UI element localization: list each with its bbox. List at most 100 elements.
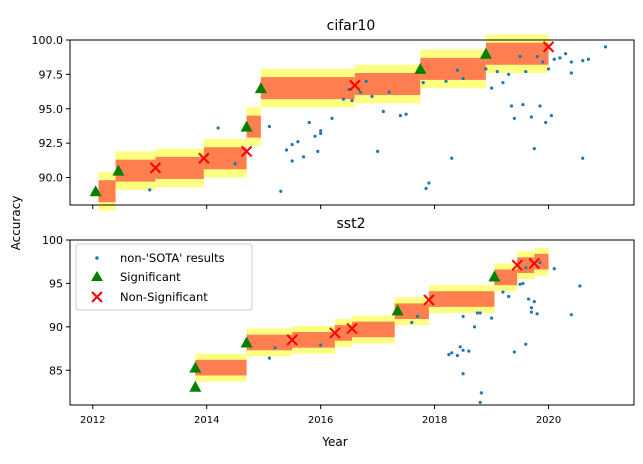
cifar10-non-sota-point-58: [581, 156, 585, 160]
cifar10-non-sota-point-37: [501, 81, 505, 85]
sst2-non-sota-point-14: [475, 311, 479, 315]
cifar10-y-tick-label-4: 100.0: [32, 34, 64, 47]
cifar10-y-tick-label-2: 95.0: [39, 103, 64, 116]
sst2-non-sota-point-23: [521, 281, 525, 286]
cifar10-non-significant-marker-2: [240, 145, 253, 158]
sst2-non-sota-point-30: [535, 312, 539, 316]
sst2-non-sota-point-13: [472, 325, 477, 329]
cifar10-non-sota-point-41: [518, 54, 522, 59]
cifar10-non-significant-marker-1: [198, 152, 210, 164]
cifar10-non-sota-point-14: [319, 129, 323, 133]
cifar10-non-sota-point-40: [512, 116, 516, 120]
cifar10-significant-markers: [89, 47, 492, 197]
sst2-band-inner-3: [334, 325, 352, 341]
sst2-x-ticks: 2012 2014 2016 2018 2020: [80, 405, 561, 426]
cifar10-non-sota-point-0: [148, 188, 152, 192]
cifar10-significant-marker-4: [414, 62, 427, 74]
cifar10-non-sota-point-31: [450, 156, 454, 160]
cifar10-non-sota-point-36: [495, 70, 499, 74]
cifar10-non-sota-point-25: [398, 114, 403, 118]
cifar10-non-sota-point-5: [284, 148, 289, 152]
sst2-non-sota-point-8: [458, 345, 462, 349]
cifar10-non-sota-point-57: [581, 59, 585, 63]
cifar10-significant-marker-3: [254, 82, 267, 94]
sst2-significant-marker-0: [189, 361, 202, 373]
cifar10-non-sota-point-2: [233, 162, 237, 166]
cifar10-non-sota-point-56: [569, 71, 573, 75]
sst2-non-sota-point-27: [529, 306, 534, 310]
cifar10-non-sota-point-9: [301, 155, 306, 159]
sst2-band-inner-1: [246, 334, 293, 351]
cifar10-significant-marker-1: [112, 164, 125, 176]
sst2-non-significant-marker-1: [329, 327, 341, 339]
sst2-non-sota-point-6: [450, 351, 454, 355]
cifar10-band-inner-8: [485, 42, 549, 65]
sst2-non-sota-point-4: [415, 314, 420, 319]
cifar10-non-sota-point-48: [541, 60, 545, 64]
cifar10-non-sota-point-7: [290, 142, 294, 147]
legend-cross-marker: [91, 291, 103, 303]
sst2-non-sota-point-16: [478, 400, 482, 404]
sst2-non-sota-point-9: [461, 348, 465, 352]
sst2-non-sota-point-12: [467, 349, 471, 353]
cifar10-non-sota-point-45: [532, 147, 536, 151]
cifar10-non-sota-point-43: [524, 70, 528, 74]
cifar10-non-significant-markers: [149, 41, 555, 174]
x-axis-title: Year: [321, 435, 347, 449]
sst2-non-sota-point-2: [319, 343, 323, 347]
cifar10-non-sota-point-3: [267, 125, 271, 129]
cifar10-axes-frame: [69, 39, 635, 206]
cifar10-significant-marker-2: [240, 120, 253, 132]
legend: non-'SOTA' results Significant Non-Signi…: [75, 243, 253, 311]
sst2-non-sota-point-11: [461, 314, 465, 319]
cifar10-non-sota-point-23: [381, 109, 385, 114]
sst2-non-sota-point-15: [478, 311, 482, 315]
legend-dot-marker: [95, 256, 99, 260]
sst2-non-sota-point-20: [507, 294, 511, 299]
sst2-significant-marker-3: [391, 304, 404, 316]
cifar10-non-sota-point-6: [290, 159, 294, 163]
sst2-non-significant-marker-4: [511, 259, 523, 271]
sst2-non-sota-point-1: [273, 346, 277, 350]
cifar10-non-sota-points: [148, 45, 608, 193]
sst2-non-sota-point-29: [532, 300, 536, 304]
sst2-non-sota-point-32: [552, 267, 556, 271]
cifar10-non-sota-point-26: [404, 112, 408, 116]
cifar10-non-sota-point-51: [549, 114, 553, 118]
cifar10-non-sota-point-19: [358, 90, 363, 94]
cifar10-significant-marker-0: [89, 185, 102, 197]
cifar10-non-sota-point-16: [341, 97, 346, 101]
cifar10-non-sota-point-34: [484, 67, 488, 71]
cifar10-y-tick-label-0: 90.0: [39, 172, 64, 185]
sst2-non-sota-point-22: [518, 282, 522, 286]
sst2-non-sota-point-31: [538, 260, 542, 265]
cifar10-non-sota-point-1: [216, 126, 220, 130]
sst2-non-significant-marker-0: [286, 334, 298, 346]
sst2-non-sota-point-24: [524, 342, 528, 346]
sst2-band-inner-0: [195, 359, 247, 376]
legend-box: [75, 243, 253, 311]
sst2-y-tick-label-2: 95: [49, 277, 63, 290]
cifar10-non-sota-point-33: [461, 76, 465, 81]
cifar10-band-inner-0: [98, 180, 116, 203]
cifar10-non-sota-point-27: [421, 81, 425, 85]
cifar10-non-sota-point-11: [313, 134, 317, 138]
sst2-non-sota-points: [267, 260, 582, 404]
cifar10-non-sota-point-28: [424, 186, 428, 191]
cifar10-non-sota-point-47: [538, 104, 542, 108]
cifar10-non-sota-point-30: [444, 79, 448, 83]
sst2-significant-marker-2: [240, 336, 253, 348]
cifar10-non-sota-point-13: [319, 131, 323, 136]
cifar10-non-sota-point-35: [489, 86, 494, 90]
sst2-significant-marker-1: [189, 380, 202, 392]
cifar10-x-ticks: [92, 205, 550, 209]
sst2-non-significant-markers: [286, 257, 541, 346]
cifar10-non-sota-point-21: [370, 94, 374, 98]
cifar10-non-sota-point-24: [387, 90, 391, 94]
sst2-non-sota-point-28: [529, 310, 534, 314]
cifar10-panel: cifar10 90.0 92.5 95.0 97.5 100.0: [32, 18, 635, 211]
cifar10-non-sota-point-49: [544, 120, 548, 125]
cifar10-non-sota-point-15: [330, 116, 334, 120]
sst2-non-sota-point-34: [578, 284, 582, 288]
cifar10-y-tick-label-3: 97.5: [39, 68, 64, 81]
